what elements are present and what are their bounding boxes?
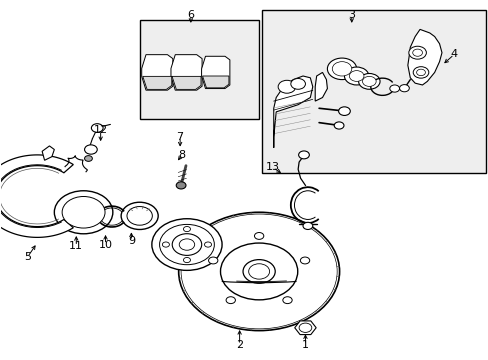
Circle shape	[389, 85, 399, 92]
Circle shape	[408, 46, 426, 59]
Circle shape	[348, 71, 363, 81]
Polygon shape	[142, 55, 172, 90]
Circle shape	[183, 257, 190, 263]
Text: 7: 7	[176, 132, 183, 142]
Circle shape	[344, 67, 368, 85]
Circle shape	[254, 233, 263, 239]
Circle shape	[172, 234, 201, 255]
Polygon shape	[42, 146, 54, 160]
Circle shape	[333, 122, 343, 129]
Polygon shape	[407, 30, 441, 85]
Text: 2: 2	[236, 340, 243, 350]
Circle shape	[127, 207, 152, 225]
Polygon shape	[0, 155, 73, 237]
Circle shape	[121, 202, 158, 229]
Circle shape	[243, 260, 275, 283]
Circle shape	[183, 226, 190, 231]
Polygon shape	[294, 321, 316, 334]
Circle shape	[290, 78, 305, 89]
Polygon shape	[201, 56, 229, 89]
Text: 9: 9	[127, 236, 135, 246]
Polygon shape	[315, 72, 327, 101]
Circle shape	[176, 182, 185, 189]
Circle shape	[358, 73, 379, 89]
Bar	[140, 21, 259, 119]
Circle shape	[62, 197, 105, 228]
Circle shape	[220, 243, 297, 300]
Circle shape	[299, 323, 311, 332]
Circle shape	[416, 69, 425, 76]
Circle shape	[412, 67, 428, 78]
Circle shape	[225, 297, 235, 303]
Polygon shape	[171, 55, 202, 90]
Circle shape	[91, 124, 103, 132]
Circle shape	[327, 58, 356, 80]
Circle shape	[159, 224, 214, 265]
Text: 11: 11	[69, 241, 83, 251]
Circle shape	[152, 219, 222, 270]
Circle shape	[298, 151, 309, 159]
Bar	[261, 10, 485, 173]
Text: 1: 1	[301, 340, 308, 350]
Circle shape	[412, 49, 422, 56]
Text: 8: 8	[178, 150, 185, 160]
Circle shape	[178, 212, 339, 330]
Circle shape	[204, 242, 211, 247]
Polygon shape	[273, 76, 312, 148]
Text: 13: 13	[265, 162, 279, 172]
Circle shape	[278, 80, 295, 93]
Circle shape	[300, 257, 309, 264]
Text: 10: 10	[98, 239, 112, 249]
Circle shape	[208, 257, 218, 264]
Circle shape	[54, 191, 113, 234]
Circle shape	[248, 264, 269, 279]
Polygon shape	[172, 76, 201, 89]
Circle shape	[179, 239, 194, 250]
Circle shape	[362, 76, 375, 86]
Text: 5: 5	[24, 252, 31, 262]
Circle shape	[399, 85, 408, 92]
Circle shape	[84, 156, 92, 161]
Text: 6: 6	[187, 10, 194, 20]
Polygon shape	[142, 76, 171, 89]
Circle shape	[303, 222, 312, 229]
Circle shape	[84, 145, 97, 154]
Text: 3: 3	[347, 10, 355, 20]
Circle shape	[282, 297, 291, 303]
Circle shape	[331, 62, 351, 76]
Circle shape	[162, 242, 169, 247]
Text: 4: 4	[449, 49, 457, 59]
Circle shape	[338, 107, 349, 116]
Text: 12: 12	[93, 125, 107, 135]
Polygon shape	[202, 76, 228, 88]
